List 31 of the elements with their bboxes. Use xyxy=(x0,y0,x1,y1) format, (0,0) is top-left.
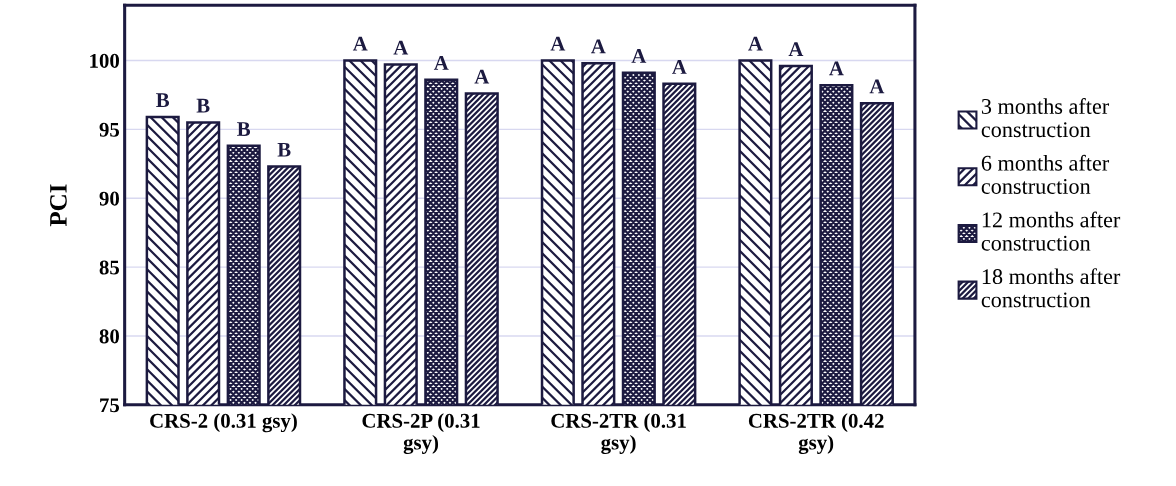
data-label: A xyxy=(474,69,490,84)
data-label: A xyxy=(829,61,844,76)
legend-label: 3 months after construction xyxy=(981,98,1110,138)
y-tick-label: 75 xyxy=(100,398,120,413)
data-label: B xyxy=(156,93,170,107)
data-label: B xyxy=(196,98,210,113)
y-axis-title: PCI xyxy=(50,184,67,227)
data-label: A xyxy=(869,79,885,94)
y-tick-label: 80 xyxy=(99,329,119,344)
legend-label: 18 months after construction xyxy=(981,268,1121,308)
x-tick-label: CRS-2TR (0.31 gsy) xyxy=(551,413,686,455)
data-label: A xyxy=(393,40,409,55)
data-label: A xyxy=(550,36,566,51)
data-label: A xyxy=(631,49,647,63)
data-label: A xyxy=(672,60,687,74)
data-label: A xyxy=(591,39,606,54)
legend-label: 6 months after construction xyxy=(981,154,1110,194)
y-tick-label: 100 xyxy=(90,53,119,68)
x-tick-label: CRS-2P (0.31 gsy) xyxy=(362,413,480,455)
x-tick-label: CRS-2TR (0.42 gsy) xyxy=(748,413,884,455)
y-tick-label: 85 xyxy=(99,260,120,275)
data-label: A xyxy=(788,42,804,56)
y-tick-label: 90 xyxy=(99,191,119,206)
data-label: B xyxy=(277,142,291,157)
legend-label: 12 months after construction xyxy=(981,211,1121,251)
x-tick-label: CRS-2 (0.31 gsy) xyxy=(150,413,297,433)
data-label: A xyxy=(433,55,449,70)
data-label: A xyxy=(352,36,368,51)
data-label: A xyxy=(748,36,763,51)
data-label: B xyxy=(237,122,251,136)
y-tick-label: 95 xyxy=(99,122,120,137)
